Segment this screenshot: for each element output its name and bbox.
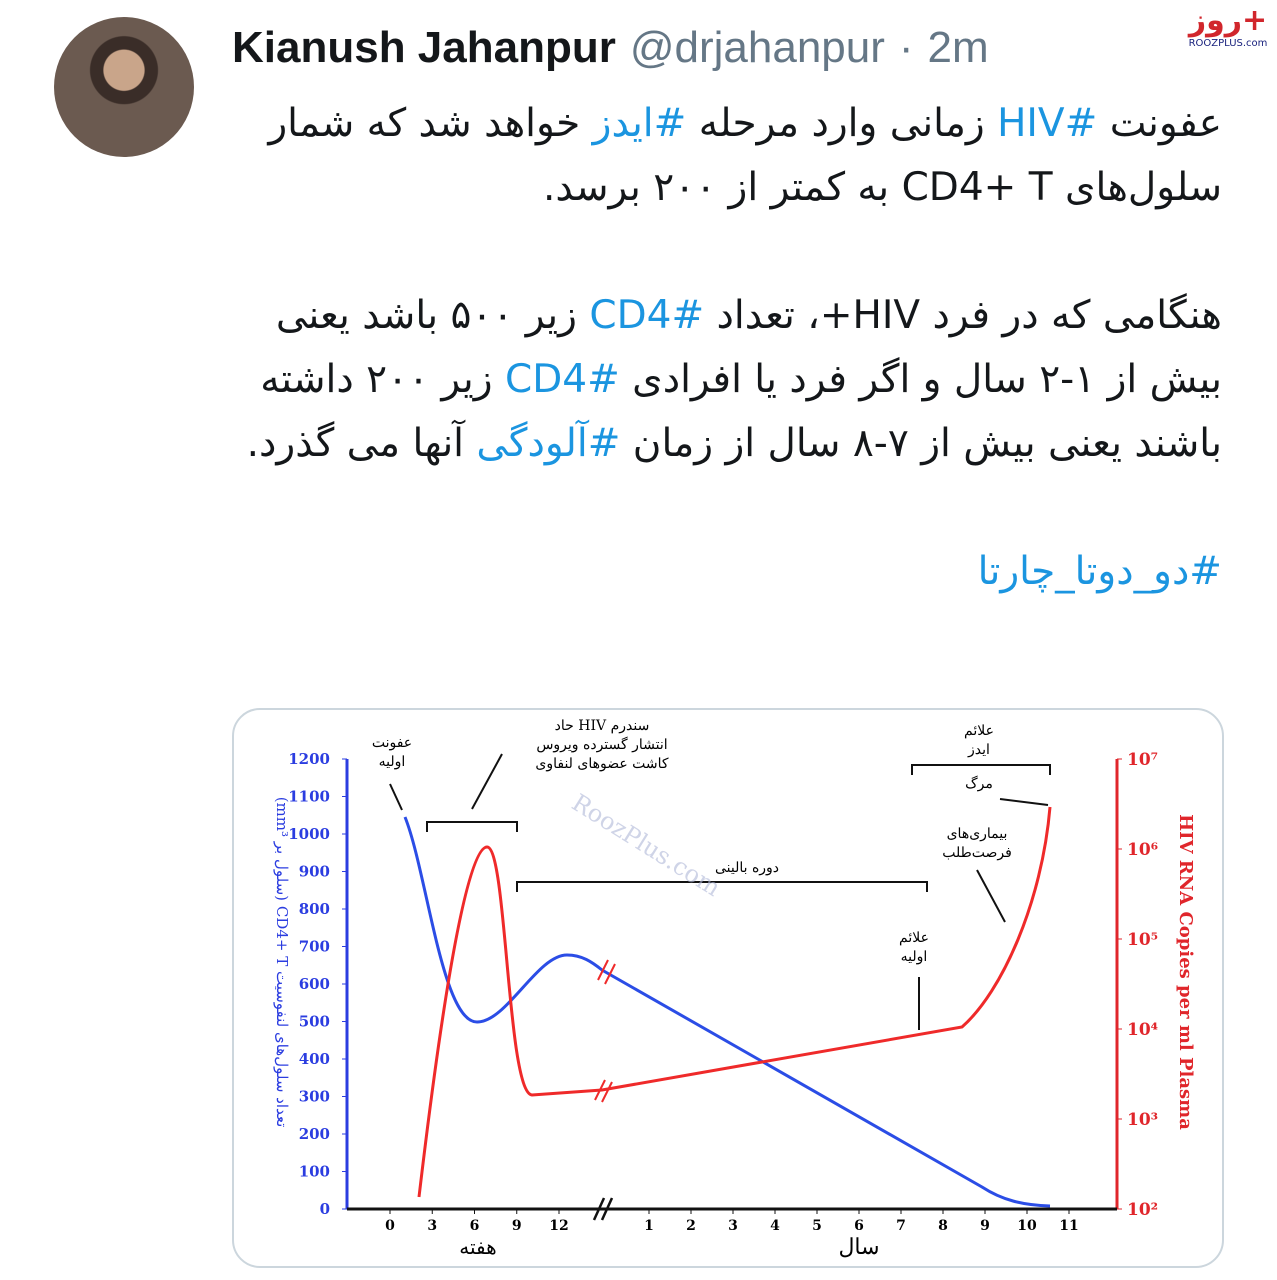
- annotation-line: ایدز: [967, 742, 990, 758]
- y2-tick-label: 10³: [1127, 1110, 1158, 1130]
- tweet-text: عفونت #HIV زمانی وارد مرحله #ایدز خواهد …: [232, 92, 1222, 668]
- brackets: [389, 753, 1051, 1221]
- x-tick-label: 7: [896, 1218, 906, 1234]
- y-title: تعداد سلول‌های لنفوسیت CD4+ T (سلول بر m…: [273, 797, 291, 1128]
- y-tick-label: 500: [299, 1013, 330, 1031]
- y2-tick-label: 10²: [1127, 1200, 1158, 1220]
- break-marks: [594, 959, 616, 1103]
- y-tick-label: 800: [299, 900, 330, 918]
- y2-tick-label: 10⁶: [1127, 840, 1158, 860]
- avatar[interactable]: [54, 17, 194, 157]
- watermark: RoozPlus.com: [567, 788, 726, 902]
- user-handle[interactable]: @drjahanpur: [629, 23, 885, 72]
- y-tick-label: 900: [299, 863, 330, 881]
- annotation-line: اولیه: [901, 949, 928, 965]
- x-tick-label: 1: [644, 1218, 654, 1234]
- text: آنها می گذرد.: [246, 421, 477, 466]
- annotation-line: اولیه: [379, 754, 406, 770]
- x-tick-label: 3: [728, 1218, 738, 1234]
- annotation-line: علائم: [899, 930, 929, 946]
- chart-card: 0 100 200 300 400 500 600 700 800 900 1000 1100 1200…: [232, 708, 1224, 1268]
- text: عفونت: [1097, 101, 1222, 146]
- x-tick-label: 8: [938, 1218, 948, 1234]
- annotation-line: فرصت‌طلب: [942, 845, 1012, 861]
- tweet-header: Kianush Jahanpur @drjahanpur · 2m: [232, 22, 989, 73]
- annotation: علائم اولیه: [899, 930, 929, 965]
- hashtag[interactable]: #CD4: [589, 293, 705, 338]
- y-tick-label: 200: [299, 1125, 330, 1143]
- y-tick-label: 600: [299, 975, 330, 993]
- hashtag[interactable]: #آلودگی: [476, 421, 621, 466]
- hashtag[interactable]: #ایدز: [592, 101, 687, 146]
- text: زمانی وارد مرحله: [686, 101, 998, 146]
- annotation-line: علائم: [964, 723, 994, 739]
- x-tick-label: 11: [1059, 1218, 1078, 1234]
- hashtag[interactable]: #دو_دوتا_چارتا: [977, 549, 1222, 594]
- x-tick-label: 12: [549, 1218, 568, 1234]
- y2-tick-label: 10⁷: [1127, 750, 1158, 770]
- annotation: مرگ: [965, 775, 993, 792]
- y-tick-label: 100: [299, 1163, 330, 1181]
- annotation-line: انتشار گسترده ویروس: [536, 736, 667, 753]
- cd4-curve: [403, 816, 1051, 1208]
- x-tick-label: 5: [812, 1218, 822, 1234]
- x-tick-label: 6: [854, 1218, 864, 1234]
- text: زیر ۲۰۰ داشته باشند یعنی بیش از ۷-۸ سال …: [260, 357, 1222, 466]
- y2-tick-label: 10⁴: [1127, 1020, 1158, 1040]
- logo-site: ROOZPLUS.com: [1188, 38, 1268, 49]
- annotation: دوره بالینی: [715, 860, 779, 876]
- x-tick-label: 6: [470, 1218, 480, 1234]
- x-tick-label: 0: [385, 1218, 395, 1234]
- text: هنگامی که در فرد HIV+، تعداد: [704, 293, 1222, 338]
- paragraph: عفونت #HIV زمانی وارد مرحله #ایدز خواهد …: [232, 92, 1222, 220]
- y-tick-label: 700: [299, 938, 330, 956]
- text: خواهد شد که شمار سلول‌های CD4+ T به کمتر…: [268, 101, 1222, 210]
- annotation-line: کاشت عضوهای لنفاوی: [535, 756, 669, 772]
- x-tick-label: 2: [686, 1218, 696, 1234]
- annotation-line: عفونت: [372, 735, 412, 751]
- x-tick-label: 9: [512, 1218, 522, 1234]
- x-tick-label: 9: [980, 1218, 990, 1234]
- x-tick-label: 3: [427, 1218, 437, 1234]
- annotation: بیماری‌های فرصت‌طلب: [942, 826, 1012, 861]
- x-tick-label: 4: [770, 1218, 780, 1234]
- separator: ·: [898, 23, 914, 72]
- x-tick-label: 10: [1017, 1218, 1037, 1234]
- user-name[interactable]: Kianush Jahanpur: [232, 23, 616, 72]
- logo: روز+ ROOZPLUS.com: [1183, 3, 1273, 50]
- y2-title: HIV RNA Copies per ml Plasma: [1175, 814, 1196, 1130]
- x-title: هفته: [459, 1235, 496, 1259]
- annotation: علائم ایدز: [964, 723, 994, 758]
- paragraph: هنگامی که در فرد HIV+، تعداد #CD4 زیر ۵۰…: [232, 284, 1222, 476]
- chart: 0100200300400500600700800900100011001200…: [273, 718, 1196, 1260]
- y-tick-label: 300: [299, 1088, 330, 1106]
- hashtag[interactable]: #HIV: [997, 101, 1098, 146]
- rna-curve: [417, 806, 1052, 1198]
- y-tick-label: 1000: [288, 825, 330, 843]
- y-tick-label: 0: [320, 1200, 330, 1218]
- hashtag[interactable]: #CD4: [505, 357, 620, 402]
- y-tick-label: 1200: [288, 750, 330, 768]
- y2-tick-label: 10⁵: [1127, 930, 1158, 950]
- text: زیر ۵۰۰ باشد یعنی بیش از ۱-۲ سال و اگر ف…: [275, 293, 1222, 402]
- paragraph: #دو_دوتا_چارتا: [232, 540, 1222, 604]
- y-tick-label: 400: [299, 1050, 330, 1068]
- annotation-line: سندرم HIV حاد: [555, 718, 650, 734]
- x-title: سال: [838, 1235, 879, 1260]
- annotation: عفونت اولیه: [372, 735, 412, 770]
- annotation-line: بیماری‌های: [947, 826, 1008, 842]
- tweet-time[interactable]: 2m: [927, 23, 989, 72]
- logo-mark: روز+: [1188, 3, 1268, 38]
- y-tick-label: 1100: [288, 788, 330, 806]
- annotation: سندرم HIV حاد انتشار گسترده ویروس کاشت عضو…: [535, 718, 669, 772]
